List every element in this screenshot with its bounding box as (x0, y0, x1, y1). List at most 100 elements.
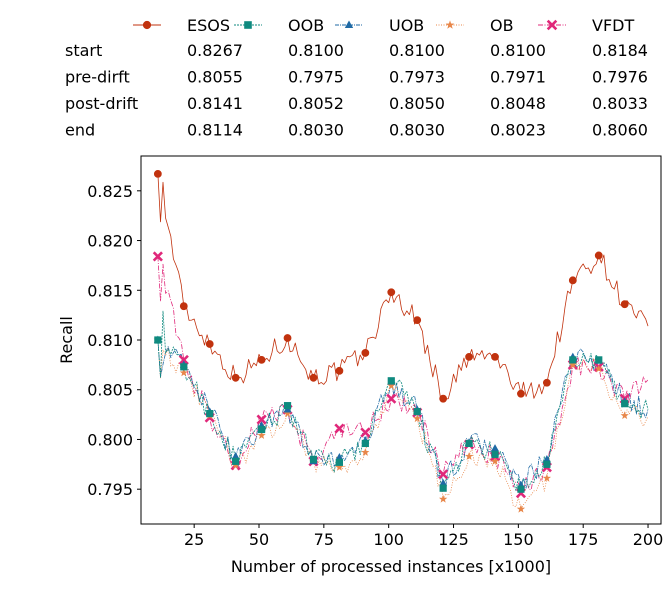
data-point (283, 402, 292, 410)
data-point (491, 353, 499, 361)
series-markers-ob (153, 335, 629, 513)
data-point (257, 355, 266, 364)
legend-entry-vfdt: VFDT (538, 16, 634, 35)
data-point (361, 448, 370, 456)
table-cell: 0.8184 (592, 41, 648, 60)
data-point (542, 473, 551, 482)
legend-label: VFDT (592, 16, 634, 35)
data-point (439, 494, 448, 503)
data-point (335, 458, 344, 466)
row-label: start (65, 41, 102, 60)
data-point (542, 378, 551, 387)
data-point (568, 276, 577, 285)
table-cell: 0.8141 (187, 94, 243, 113)
legend-entry-oob: OOB (234, 16, 324, 35)
x-tick-label: 200 (633, 530, 664, 549)
y-tick-label: 0.805 (87, 381, 133, 400)
data-point (154, 336, 162, 344)
legend-marker (546, 19, 558, 31)
data-point (153, 170, 162, 178)
table-cell: 0.7975 (288, 68, 344, 87)
y-tick-label: 0.795 (87, 480, 133, 499)
data-point (413, 316, 422, 325)
table-row: end 0.8114 0.8030 0.8030 0.8023 0.8060 (65, 121, 648, 140)
data-point (620, 300, 629, 309)
data-point (283, 409, 292, 418)
x-tick-label: 100 (373, 530, 404, 549)
table-cell: 0.8048 (490, 94, 546, 113)
table-row: pre-dirft 0.8055 0.7975 0.7973 0.7971 0.7976 (65, 68, 648, 87)
data-point (361, 439, 369, 448)
data-point (309, 373, 318, 382)
x-tick-label: 150 (503, 530, 534, 549)
data-point (438, 469, 449, 480)
legend-marker (445, 20, 455, 29)
table-cell: 0.8100 (288, 41, 344, 60)
y-tick-label: 0.820 (87, 232, 133, 251)
legend-table: ESOS OOB UOB OB VFDT start 0.8267 0.8100 0.8100 0… (65, 16, 648, 140)
data-point (413, 414, 422, 423)
data-point (543, 460, 551, 468)
y-tick-label: 0.800 (87, 430, 133, 449)
data-point (360, 427, 371, 438)
data-point (232, 457, 240, 465)
data-point (386, 393, 397, 404)
data-point (257, 425, 266, 434)
legend-marker (142, 20, 152, 30)
x-tick-label: 175 (568, 530, 599, 549)
legend-label: OB (490, 16, 514, 35)
series-line-vfdt (157, 256, 649, 494)
x-tick-label: 50 (249, 530, 269, 549)
legend-marker (344, 20, 354, 29)
series-markers-uob (153, 335, 629, 489)
data-point (516, 504, 526, 513)
data-point (439, 394, 448, 403)
data-point (621, 400, 629, 408)
data-point (206, 410, 214, 418)
data-point (517, 389, 525, 398)
legend-marker (244, 21, 252, 29)
data-point (179, 368, 188, 377)
table-cell: 0.8030 (389, 121, 445, 140)
axes: 25 50 75 100 125 150 175 200 0.795 0.800 0.805 0.81… (57, 155, 664, 576)
data-point (335, 366, 344, 375)
data-point (465, 353, 473, 361)
data-point (152, 251, 163, 262)
row-label: post-drift (65, 94, 138, 113)
table-cell: 0.8052 (288, 94, 344, 113)
table-cell: 0.7973 (389, 68, 445, 87)
data-point (569, 356, 577, 364)
table-cell: 0.8033 (592, 94, 648, 113)
data-point (178, 354, 189, 365)
legend-entry-uob: UOB (335, 16, 424, 35)
data-point (465, 452, 474, 460)
data-point (283, 334, 292, 342)
table-cell: 0.8267 (187, 41, 243, 60)
data-point (387, 377, 395, 385)
data-point (594, 364, 603, 373)
row-label: end (65, 121, 95, 140)
data-point (231, 452, 240, 460)
legend-entry-esos: ESOS (133, 16, 230, 35)
table-cell: 0.8060 (592, 121, 648, 140)
table-cell: 0.8030 (288, 121, 344, 140)
x-axis-label: Number of processed instances [x1000] (231, 557, 551, 576)
data-point (335, 453, 344, 461)
data-point (387, 288, 396, 297)
data-point (517, 485, 525, 493)
table-row: post-drift 0.8141 0.8052 0.8050 0.8048 0.8033 (65, 94, 648, 113)
x-tick-label: 75 (314, 530, 334, 549)
table-cell: 0.8114 (187, 121, 243, 140)
data-point (594, 251, 603, 260)
data-point (491, 444, 499, 452)
data-point (334, 423, 345, 434)
table-cell: 0.8055 (187, 68, 243, 87)
data-point (465, 439, 473, 448)
data-point (256, 414, 267, 425)
data-point (205, 340, 214, 348)
data-point (387, 381, 396, 390)
data-point (179, 302, 188, 311)
series-line-esos (157, 173, 649, 400)
